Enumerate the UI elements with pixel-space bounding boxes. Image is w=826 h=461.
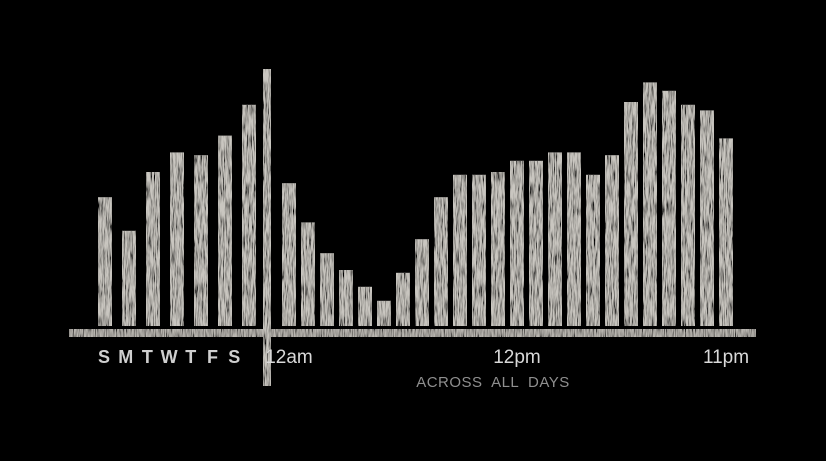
hourly-bar-19: [643, 82, 657, 327]
hourly-bar-0: [282, 183, 296, 326]
hourly-bar-2: [320, 253, 334, 326]
weekday-bar-0: [98, 197, 112, 326]
weekday-tick-label: T: [142, 347, 153, 367]
hourly-bar-16: [586, 174, 600, 326]
hourly-bar-23: [719, 138, 733, 326]
hourly-bar-5: [377, 300, 391, 326]
hourly-bar-15: [567, 152, 581, 326]
hourly-bar-8: [434, 197, 448, 326]
weekday-bar-1: [122, 230, 136, 326]
hourly-bar-12: [510, 160, 524, 326]
hourly-bar-1: [301, 222, 315, 326]
hourly-bar-17: [605, 155, 619, 326]
hourly-bar-7: [415, 239, 429, 326]
hourly-bar-4: [358, 286, 372, 326]
hourly-bar-18: [624, 102, 638, 326]
hourly-bar-22: [700, 110, 714, 327]
hourly-axis-caption: ACROSS ALL DAYS: [416, 374, 570, 391]
weekday-bars: [98, 104, 256, 326]
weekday-tick-label: S: [98, 347, 110, 367]
hourly-bar-11: [491, 172, 505, 326]
hourly-bar-3: [339, 270, 353, 326]
weekday-tick-label: T: [185, 347, 196, 367]
weekday-bar-5: [218, 135, 232, 326]
x-axis-baseline: [69, 329, 756, 337]
hourly-tick-label: 11pm: [703, 347, 749, 368]
hourly-bar-6: [396, 272, 410, 326]
weekday-tick-label: M: [118, 347, 133, 367]
weekday-bar-6: [242, 104, 256, 326]
weekday-bar-2: [146, 172, 160, 326]
weekday-bar-4: [194, 155, 208, 326]
hourly-bar-9: [453, 174, 467, 326]
hourly-bar-13: [529, 160, 543, 326]
hourly-tick-label: 12am: [265, 347, 313, 368]
hourly-bars: [282, 82, 733, 327]
hourly-bar-21: [681, 104, 695, 326]
weekday-hourly-divider: [263, 69, 271, 386]
weekday-tick-label: W: [161, 347, 178, 367]
hourly-bar-14: [548, 152, 562, 326]
hourly-tick-labels: 12am 12pm 11pm: [265, 347, 749, 368]
weekday-tick-label: F: [207, 347, 218, 367]
weekday-tick-label: S: [228, 347, 240, 367]
hourly-bar-10: [472, 174, 486, 326]
weekday-bar-3: [170, 152, 184, 326]
hourly-tick-label: 12pm: [493, 347, 541, 368]
hourly-bar-20: [662, 90, 676, 326]
